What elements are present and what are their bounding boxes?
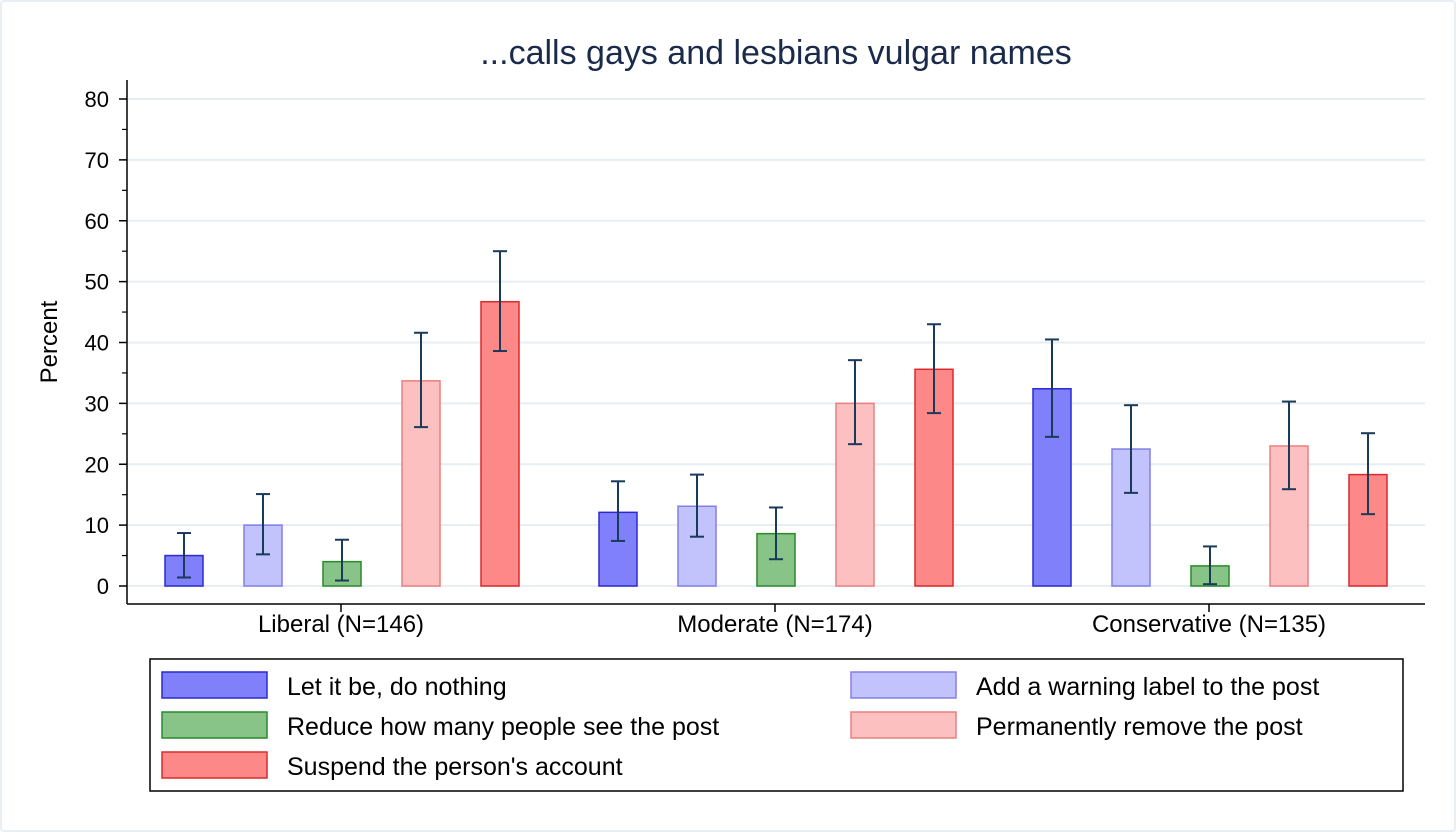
- legend-swatch: [161, 751, 268, 779]
- axes: 0 10 20 30 40 50 60 70 80 Liberal (N=146) Moderate…: [85, 80, 1425, 638]
- bars: [164, 300, 1388, 587]
- y-tick-label: 60: [85, 209, 109, 234]
- category-label: Conservative (N=135): [1092, 611, 1326, 638]
- legend-swatch: [850, 711, 957, 739]
- legend-label: Reduce how many people see the post: [287, 713, 719, 741]
- legend-label: Suspend the person's account: [287, 753, 623, 781]
- y-tick-label: 10: [85, 513, 109, 538]
- y-tick-label: 30: [85, 391, 109, 416]
- category-label: Moderate (N=174): [677, 611, 872, 638]
- legend: Let it be, do nothing Add a warning label…: [149, 658, 1404, 792]
- legend-swatch: [161, 671, 268, 699]
- legend-label: Let it be, do nothing: [287, 673, 507, 701]
- category-label: Liberal (N=146): [258, 611, 424, 638]
- legend-swatch: [161, 711, 268, 739]
- y-tick-label: 50: [85, 270, 109, 295]
- legend-label: Permanently remove the post: [976, 713, 1303, 741]
- y-tick-label: 40: [85, 331, 109, 356]
- chart-title: ...calls gays and lesbians vulgar names: [480, 34, 1072, 72]
- bar: [1032, 388, 1072, 587]
- y-tick-label: 20: [85, 452, 109, 477]
- y-tick-label: 0: [97, 574, 109, 599]
- y-tick-label: 80: [85, 87, 109, 112]
- error-bars: [177, 250, 1375, 586]
- y-axis-label: Percent: [36, 300, 63, 383]
- legend-swatch: [850, 671, 957, 699]
- y-tick-label: 70: [85, 148, 109, 173]
- legend-label: Add a warning label to the post: [976, 673, 1319, 701]
- legend-box: [149, 658, 1404, 792]
